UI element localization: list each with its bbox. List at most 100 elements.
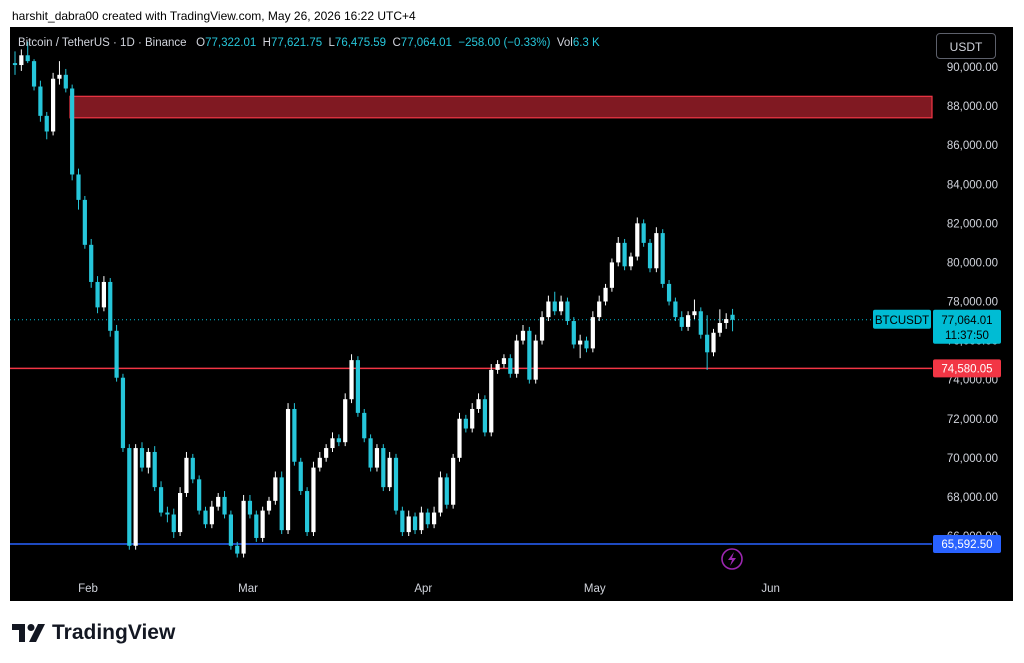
candle bbox=[292, 403, 297, 466]
candle bbox=[120, 373, 126, 452]
candle bbox=[387, 451, 392, 492]
candle bbox=[241, 494, 246, 558]
candle-body bbox=[266, 500, 272, 511]
candle bbox=[590, 311, 595, 353]
candle-body bbox=[317, 457, 322, 468]
symbol-tag bbox=[873, 309, 931, 329]
candle bbox=[463, 414, 468, 433]
candle bbox=[89, 238, 94, 288]
candle bbox=[571, 317, 576, 349]
candle-body bbox=[355, 360, 360, 413]
candle bbox=[31, 59, 37, 91]
candle-body bbox=[438, 477, 443, 513]
candle bbox=[438, 471, 443, 517]
symbol-tag-text: BTCUSDT bbox=[875, 315, 929, 327]
candle-body bbox=[463, 418, 468, 429]
candle bbox=[584, 336, 589, 353]
y-tick-label: 72,000.00 bbox=[947, 414, 998, 426]
candle bbox=[82, 195, 87, 249]
x-tick-label: May bbox=[584, 583, 606, 595]
candle bbox=[76, 168, 81, 210]
price-chart[interactable]: 66,000.0068,000.0070,000.0072,000.0074,0… bbox=[10, 27, 1013, 601]
level-price-tag-0 bbox=[933, 359, 1001, 378]
candle-body bbox=[216, 496, 221, 507]
candle-body bbox=[285, 408, 291, 531]
candle-body bbox=[686, 315, 691, 327]
candle bbox=[552, 291, 557, 316]
candle bbox=[546, 295, 551, 322]
candle bbox=[190, 453, 195, 484]
candle bbox=[165, 506, 170, 523]
high-value: 77,621.75 bbox=[270, 37, 323, 49]
candle-body bbox=[203, 510, 208, 525]
candle bbox=[609, 258, 614, 292]
candle-body bbox=[158, 487, 164, 513]
y-tick-label: 88,000.00 bbox=[947, 101, 998, 113]
candle bbox=[146, 448, 151, 474]
level-price-text-1: 65,592.50 bbox=[941, 539, 992, 551]
alert-bolt-icon[interactable] bbox=[721, 548, 743, 570]
candle-body bbox=[584, 340, 589, 349]
ohlc-legend: Bitcoin / TetherUS · 1D · Binance O77,32… bbox=[18, 37, 600, 49]
candle bbox=[641, 219, 646, 247]
tradingview-logo-icon bbox=[12, 624, 45, 642]
candle bbox=[489, 364, 494, 437]
candle-body bbox=[330, 438, 335, 449]
candle-body bbox=[146, 451, 151, 468]
candle bbox=[51, 72, 56, 136]
brand-footer: TradingView bbox=[12, 620, 175, 646]
candle-body bbox=[520, 330, 526, 341]
symbol-title[interactable]: Bitcoin / TetherUS · 1D · Binance bbox=[18, 37, 187, 49]
resistance-zone bbox=[69, 95, 933, 119]
x-tick-label: Mar bbox=[238, 583, 258, 595]
candle bbox=[374, 444, 380, 472]
candle-body bbox=[387, 457, 392, 488]
candle bbox=[476, 393, 481, 413]
candle bbox=[279, 471, 284, 535]
candle-body bbox=[19, 55, 24, 66]
candle-body bbox=[470, 408, 475, 429]
candle-body bbox=[247, 500, 253, 515]
candle bbox=[692, 299, 697, 320]
chart-caption: harshit_dabra00 created with TradingView… bbox=[12, 9, 416, 23]
y-tick-label: 78,000.00 bbox=[947, 297, 998, 309]
candle bbox=[133, 444, 138, 550]
candle bbox=[520, 324, 526, 345]
quote-currency-button[interactable]: USDT bbox=[936, 33, 996, 59]
y-tick-label: 68,000.00 bbox=[947, 492, 998, 504]
x-tick-label: Feb bbox=[78, 583, 98, 595]
y-tick-label: 80,000.00 bbox=[947, 257, 998, 269]
candle-body bbox=[597, 301, 602, 318]
candle bbox=[698, 307, 703, 339]
candle-body bbox=[679, 317, 684, 327]
candle bbox=[597, 295, 602, 322]
candle bbox=[666, 280, 672, 306]
candle-body bbox=[622, 242, 627, 267]
candle-body bbox=[559, 301, 564, 312]
candle-body bbox=[451, 457, 456, 505]
candle bbox=[25, 41, 30, 64]
candle-body bbox=[25, 55, 30, 62]
candle-body bbox=[432, 512, 437, 525]
candle bbox=[559, 295, 564, 316]
candle-body bbox=[184, 457, 189, 494]
candle bbox=[254, 510, 259, 542]
candle-body bbox=[57, 74, 62, 79]
candle bbox=[711, 328, 716, 357]
candle bbox=[38, 80, 43, 122]
candle bbox=[70, 84, 75, 181]
brand-name: TradingView bbox=[52, 621, 176, 644]
candle bbox=[305, 487, 310, 536]
candle bbox=[273, 471, 278, 505]
candle-body bbox=[578, 340, 583, 345]
candle-body bbox=[705, 334, 710, 353]
candle-body bbox=[571, 321, 576, 345]
candle-body bbox=[89, 244, 94, 282]
candle-body bbox=[178, 493, 183, 533]
candle-body bbox=[228, 514, 233, 546]
candle-body bbox=[82, 199, 87, 245]
candle bbox=[311, 461, 316, 536]
candle bbox=[705, 315, 710, 370]
candle-body bbox=[171, 514, 176, 533]
chart-frame[interactable]: 66,000.0068,000.0070,000.0072,000.0074,0… bbox=[10, 27, 1013, 601]
